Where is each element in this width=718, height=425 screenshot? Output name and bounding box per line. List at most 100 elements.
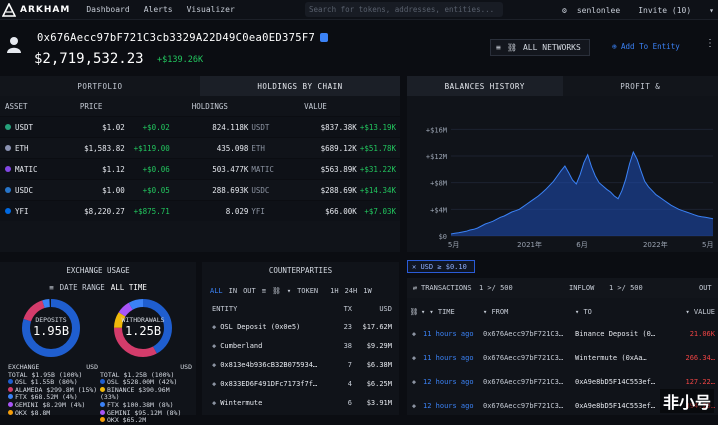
col-entity[interactable]: ENTITY	[212, 305, 330, 313]
copy-address-icon[interactable]	[320, 33, 328, 42]
filter-out[interactable]: OUT	[243, 287, 256, 295]
value-cell: $66.00K	[294, 207, 356, 216]
tx-from[interactable]: 0x676Aecc97bF721C3…	[483, 378, 575, 386]
token-filter-icon[interactable]: ▾	[287, 287, 291, 295]
tab-out[interactable]: OUT	[699, 284, 712, 292]
tx-from[interactable]: 0x676Aecc97bF721C3…	[483, 402, 575, 410]
asset-name: YFI	[15, 207, 29, 216]
filter-in[interactable]: IN	[229, 287, 237, 295]
legend-dot	[100, 417, 105, 422]
nav-visualizer[interactable]: Visualizer	[187, 5, 235, 14]
col-asset[interactable]: ASSET	[0, 102, 58, 111]
tab-inflow[interactable]: INFLOW	[569, 284, 609, 292]
inflow-pager[interactable]: 1 >/ 500	[609, 284, 699, 292]
tab-balances-history[interactable]: BALANCES HISTORY	[407, 76, 563, 96]
add-to-entity-button[interactable]: ⊕ Add To Entity	[612, 42, 680, 51]
nav-alerts[interactable]: Alerts	[144, 5, 173, 14]
holdings-header-row: ASSET PRICE HOLDINGS VALUE	[0, 96, 400, 116]
usd-amount: $3.91M	[352, 399, 392, 407]
tab-portfolio[interactable]: PORTFOLIO	[0, 76, 200, 96]
entity-cell[interactable]: ◆0x813e4b936cB32B075934…	[212, 361, 330, 369]
usd-filter-pill[interactable]: ✕ USD ≥ $0.10	[407, 260, 475, 273]
date-range-filter[interactable]: ≡ DATE RANGE ALL TIME	[0, 283, 196, 292]
link-icon[interactable]: ⛓	[272, 287, 281, 295]
tx-to[interactable]: Wintermute (0xAa…	[575, 354, 675, 362]
col-holdings[interactable]: HOLDINGS	[172, 102, 249, 111]
tab-holdings-by-chain[interactable]: HOLDINGS BY CHAIN	[200, 76, 400, 96]
tab-transactions[interactable]: TRANSACTIONS	[421, 284, 479, 292]
counterparty-row[interactable]: ◆0x833ED6F491DFc7173f7f…4$6.25M	[202, 374, 399, 393]
value-cell: $837.38K	[294, 123, 356, 132]
tx-from[interactable]: 0x676Aecc97bF721C3…	[483, 354, 575, 362]
nav-dashboard[interactable]: Dashboard	[86, 5, 129, 14]
col-from[interactable]: ▾ FROM	[483, 308, 575, 316]
col-value[interactable]: VALUE	[294, 102, 357, 111]
withdrawals-items: OSL $528.00M (42%)BINANCE $390.96M (33%)…	[100, 379, 192, 425]
tx-time[interactable]: 11 hours ago	[421, 330, 483, 338]
withdrawals-value: 1.25B	[111, 324, 175, 338]
search-input[interactable]: Search for tokens, addresses, entities..…	[305, 2, 503, 17]
network-filter-dropdown[interactable]: ≡ ⛓ ALL NETWORKS	[490, 39, 590, 56]
entity-cell[interactable]: ◆OSL Deposit (0x0e5)	[212, 323, 330, 331]
transactions-pager[interactable]: 1 >/ 500	[479, 284, 569, 292]
entity-cell[interactable]: ◆Cumberland	[212, 342, 330, 350]
counterparty-row[interactable]: ◆0x813e4b936cB32B075934…7$6.38M	[202, 355, 399, 374]
filter-icon[interactable]: ≡	[262, 287, 266, 295]
asset-cell[interactable]: MATIC	[0, 165, 58, 174]
tx-count: 4	[330, 380, 352, 388]
range-1h[interactable]: 1H	[330, 287, 338, 295]
gear-icon[interactable]: ⚙	[562, 6, 567, 15]
token-filter-label[interactable]: TOKEN	[297, 287, 318, 295]
tx-time[interactable]: 12 hours ago	[421, 378, 483, 386]
col-usd[interactable]: USD	[352, 305, 392, 313]
asset-name: USDC	[15, 186, 33, 195]
invite-button[interactable]: Invite (10)	[630, 0, 699, 20]
menu-icon[interactable]: ▾	[709, 6, 718, 15]
swap-icon[interactable]: ⇄	[409, 284, 421, 292]
counterparty-row[interactable]: ◆OSL Deposit (0x0e5)23$17.62M	[202, 317, 399, 336]
user-avatar-icon	[6, 36, 22, 54]
balance-area	[451, 152, 713, 236]
legend-dot	[100, 387, 105, 392]
col-time[interactable]: ▾ ▾ TIME	[421, 308, 483, 316]
col-to[interactable]: ▾ TO	[575, 308, 675, 316]
holdings-amount: 8.029	[172, 207, 249, 216]
tx-time[interactable]: 12 hours ago	[421, 402, 483, 410]
asset-cell[interactable]: YFI	[0, 207, 58, 216]
range-1w[interactable]: 1W	[363, 287, 371, 295]
holdings-tabs: PORTFOLIO HOLDINGS BY CHAIN	[0, 76, 400, 96]
col-value[interactable]: ▾ VALUE	[675, 308, 715, 316]
tab-profit[interactable]: PROFIT &	[563, 76, 718, 96]
tx-from[interactable]: 0x676Aecc97bF721C3…	[483, 330, 575, 338]
username[interactable]: senlonlee	[577, 6, 620, 15]
token-icon	[5, 124, 11, 130]
exchange-item: BINANCE $390.96M (33%)	[100, 387, 192, 402]
brand-logo[interactable]: ARKHAM	[2, 3, 70, 17]
entity-cell[interactable]: ◆0x833ED6F491DFc7173f7f…	[212, 380, 330, 388]
col-tx[interactable]: TX	[330, 305, 352, 313]
tx-to[interactable]: 0xA9e8bD5F14C553ef…	[575, 378, 675, 386]
more-options-icon[interactable]: ⋮	[705, 38, 715, 49]
tx-to[interactable]: Binance Deposit (0…	[575, 330, 675, 338]
price-change: +$875.71	[125, 207, 172, 216]
asset-cell[interactable]: ETH	[0, 144, 58, 153]
col-price[interactable]: PRICE	[58, 102, 125, 111]
withdrawals-breakdown: USD TOTAL $1.25B (100%) OSL $528.00M (42…	[100, 364, 192, 425]
asset-cell[interactable]: USDC	[0, 186, 58, 195]
asset-cell[interactable]: USDT	[0, 123, 58, 132]
tx-time[interactable]: 11 hours ago	[421, 354, 483, 362]
entity-cell[interactable]: ◆Wintermute	[212, 399, 330, 407]
range-24h[interactable]: 24H	[345, 287, 358, 295]
filter-all[interactable]: ALL	[210, 287, 223, 295]
x-tick-label: 6月	[576, 241, 587, 249]
